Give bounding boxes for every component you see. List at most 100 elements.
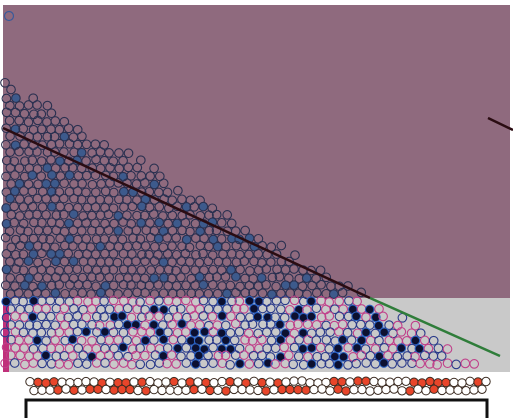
particle <box>28 313 37 322</box>
particle <box>178 320 187 329</box>
particle <box>195 351 204 360</box>
particle <box>222 336 231 345</box>
particle <box>278 385 286 393</box>
particle <box>198 385 206 393</box>
particle <box>199 281 208 290</box>
particle <box>214 386 222 394</box>
particle <box>342 387 350 395</box>
particle <box>2 265 11 274</box>
particle <box>118 312 127 321</box>
particle <box>450 378 458 386</box>
page: (() => { const svg = document.getElement… <box>0 0 513 418</box>
particle <box>26 378 34 386</box>
particle <box>191 360 200 369</box>
particle <box>466 377 474 385</box>
particle <box>25 242 34 251</box>
particle <box>398 387 406 395</box>
particle <box>69 210 78 219</box>
particle <box>302 386 310 394</box>
particle <box>236 359 245 368</box>
particle <box>462 387 470 395</box>
particle <box>346 378 354 386</box>
particle <box>430 385 438 393</box>
particle <box>482 377 490 385</box>
particle <box>195 273 204 282</box>
particle <box>21 281 30 290</box>
particle <box>6 194 15 203</box>
particle <box>218 312 227 321</box>
particle <box>77 148 86 157</box>
particle <box>380 328 389 337</box>
particle <box>281 281 290 290</box>
particle <box>339 353 348 362</box>
particle <box>51 179 60 188</box>
particle <box>382 385 390 393</box>
particle <box>42 351 51 360</box>
particle <box>291 312 300 321</box>
particle <box>290 281 299 290</box>
particle <box>166 386 174 394</box>
particle <box>158 386 166 394</box>
particle <box>38 386 46 394</box>
particle <box>426 377 434 385</box>
particle <box>238 385 246 393</box>
particle <box>254 386 262 394</box>
particle <box>286 385 294 393</box>
particle <box>307 344 316 353</box>
particle <box>24 257 33 266</box>
particle <box>290 377 298 385</box>
particle <box>470 386 478 394</box>
particle <box>174 387 182 395</box>
particle <box>258 378 266 386</box>
particle <box>268 290 277 299</box>
particle <box>352 312 361 321</box>
particle <box>118 385 126 393</box>
particle <box>402 377 410 385</box>
particle <box>146 377 154 385</box>
particle <box>266 378 274 386</box>
particle <box>454 386 462 394</box>
particle <box>326 387 334 395</box>
particle <box>28 171 37 180</box>
particle <box>245 297 254 306</box>
particle <box>199 202 208 211</box>
particle <box>362 377 370 385</box>
particle <box>334 385 342 393</box>
particle <box>138 378 146 386</box>
particle <box>130 378 138 386</box>
particle <box>102 385 110 393</box>
particle <box>110 386 118 394</box>
particle <box>246 386 254 394</box>
particle <box>362 328 371 337</box>
particle <box>446 386 454 394</box>
particle <box>190 328 199 337</box>
particle <box>86 385 94 393</box>
particle <box>51 289 60 298</box>
particle <box>294 386 302 394</box>
particle <box>478 385 486 393</box>
particle <box>30 386 38 394</box>
particle <box>33 336 42 345</box>
particle <box>141 336 150 345</box>
particle <box>48 171 57 180</box>
particle <box>222 387 230 395</box>
particle <box>334 344 343 353</box>
particle <box>318 385 326 393</box>
particle <box>155 218 164 227</box>
particle <box>334 361 343 370</box>
particle <box>114 227 123 236</box>
particle <box>78 386 86 394</box>
particle <box>213 242 222 251</box>
particle <box>174 344 183 353</box>
particle <box>200 328 209 337</box>
particle <box>94 385 102 393</box>
particle <box>119 172 128 181</box>
particle <box>134 386 142 394</box>
particle <box>298 377 306 385</box>
particle <box>354 377 362 385</box>
particle <box>438 386 446 394</box>
particle <box>65 171 74 180</box>
particle <box>397 344 406 353</box>
particle <box>414 385 422 393</box>
particle <box>48 202 57 211</box>
